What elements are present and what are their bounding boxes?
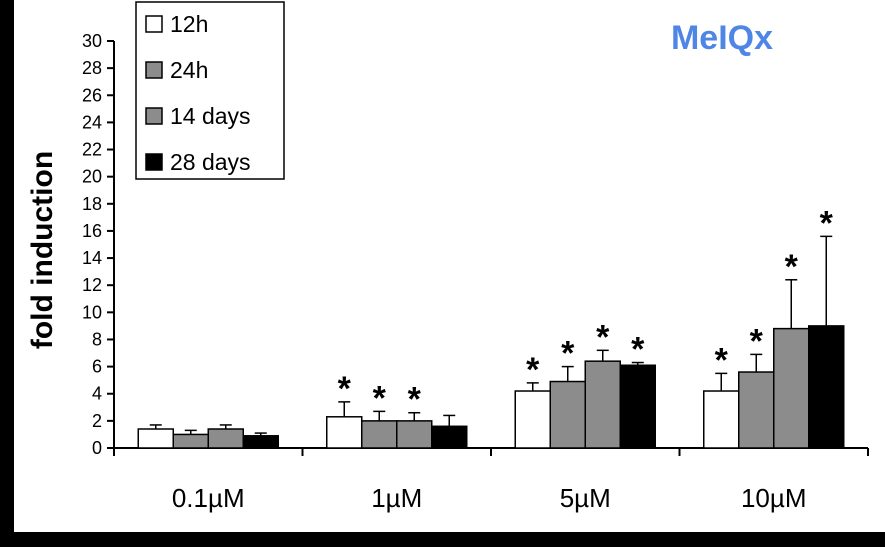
bar <box>738 371 775 449</box>
significance-marker: * <box>750 322 764 360</box>
bar <box>773 327 810 449</box>
significance-marker: * <box>785 248 799 286</box>
legend-swatch <box>145 107 163 125</box>
significance-marker: * <box>820 204 834 242</box>
legend: 12h 24h 14 days 28 days <box>135 1 285 180</box>
y-axis-label: fold induction <box>26 151 59 349</box>
x-category-label: 5µM <box>560 483 611 513</box>
legend-label: 28 days <box>170 149 251 175</box>
bars: * * * * * * * * * * * <box>137 204 845 449</box>
y-tick-label: 20 <box>82 167 102 187</box>
bar <box>172 433 209 449</box>
bar <box>242 435 279 449</box>
y-tick-label: 2 <box>92 411 102 431</box>
significance-marker: * <box>526 351 540 389</box>
legend-swatch <box>145 61 163 79</box>
x-category-label: 1µM <box>371 483 422 513</box>
bar <box>326 416 363 449</box>
bar <box>396 420 433 449</box>
legend-label: 12h <box>170 11 208 37</box>
y-tick-label: 0 <box>92 438 102 458</box>
y-tick-label: 10 <box>82 302 102 322</box>
y-tick-label: 30 <box>82 31 102 51</box>
y-tick-label: 6 <box>92 357 102 377</box>
y-tick-label: 14 <box>82 248 102 268</box>
legend-label: 14 days <box>170 103 251 129</box>
y-tick-label: 28 <box>82 58 102 78</box>
y-tick-label: 22 <box>82 140 102 160</box>
y-tick-label: 12 <box>82 275 102 295</box>
bar <box>207 428 244 449</box>
y-tick-label: 8 <box>92 329 102 349</box>
bar <box>549 380 586 449</box>
y-tick-label: 18 <box>82 194 102 214</box>
x-category-label: 10µM <box>741 483 807 513</box>
legend-swatch <box>145 15 163 33</box>
significance-marker: * <box>631 331 645 369</box>
bar <box>619 364 656 449</box>
bar <box>361 420 398 449</box>
significance-marker: * <box>338 370 352 408</box>
bar <box>703 390 740 449</box>
legend-label: 24h <box>170 57 208 83</box>
bar <box>431 425 468 449</box>
bar <box>137 428 174 449</box>
significance-marker: * <box>408 381 422 419</box>
legend-swatch <box>145 153 163 171</box>
significance-marker: * <box>373 379 387 417</box>
significance-marker: * <box>715 341 729 379</box>
bar <box>514 390 551 449</box>
chart-title: MeIQx <box>671 19 773 57</box>
y-tick-label: 16 <box>82 221 102 241</box>
bar <box>584 360 621 449</box>
y-tick-label: 24 <box>82 112 102 132</box>
y-tick-label: 4 <box>92 384 102 404</box>
bar <box>808 325 845 449</box>
significance-marker: * <box>561 335 575 373</box>
y-tick-label: 26 <box>82 85 102 105</box>
significance-marker: * <box>596 318 610 356</box>
x-category-label: 0.1µM <box>172 483 245 513</box>
